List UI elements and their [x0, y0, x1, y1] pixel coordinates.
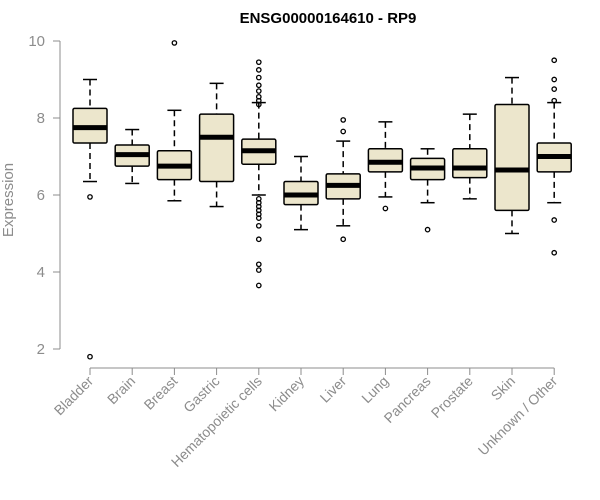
- chart-title: ENSG00000164610 - RP9: [240, 10, 417, 27]
- outlier-point: [551, 57, 558, 64]
- outlier-point: [255, 282, 262, 289]
- x-tick-label: Brain: [104, 373, 138, 407]
- box-prostate: [452, 113, 488, 200]
- outlier-point: [382, 205, 389, 212]
- iqr-box: [198, 113, 235, 183]
- outlier-point: [255, 74, 262, 81]
- x-tick-label: Prostate: [428, 373, 476, 421]
- box-bladder: [72, 78, 108, 360]
- box-kidney: [283, 155, 319, 231]
- box-breast: [156, 40, 193, 202]
- y-tick-label: 2: [37, 341, 45, 358]
- x-tick-label: Skin: [488, 373, 519, 404]
- outlier-point: [255, 261, 262, 268]
- outlier-point: [340, 128, 347, 135]
- y-tick-label: 6: [37, 187, 45, 204]
- iqr-box: [452, 148, 488, 179]
- outlier-point: [551, 249, 558, 256]
- outlier-point: [87, 194, 93, 200]
- box-hematopoietic-cells: [241, 59, 277, 289]
- outlier-point: [171, 40, 178, 46]
- x-tick-label: Lung: [358, 373, 391, 406]
- y-tick-label: 8: [37, 110, 45, 127]
- outlier-point: [551, 217, 558, 223]
- iqr-box: [494, 103, 530, 212]
- outlier-point: [255, 236, 262, 243]
- y-axis-label: Expression: [0, 163, 17, 237]
- outlier-point: [255, 101, 262, 108]
- box-gastric: [198, 82, 235, 208]
- y-tick-label: 10: [28, 33, 45, 50]
- outlier-point: [255, 267, 262, 273]
- box-unknown-other: [536, 57, 572, 256]
- outlier-point: [87, 353, 93, 360]
- outlier-point: [551, 97, 558, 104]
- box-liver: [325, 117, 361, 243]
- x-tick-label: Pancreas: [381, 373, 434, 426]
- boxes: [72, 40, 572, 360]
- outlier-point: [551, 76, 558, 83]
- outlier-point: [255, 59, 262, 66]
- box-skin: [494, 76, 530, 235]
- box-pancreas: [409, 148, 446, 233]
- x-tick-label: Breast: [141, 373, 181, 413]
- outlier-point: [255, 82, 262, 89]
- outlier-point: [255, 215, 262, 221]
- outlier-point: [255, 222, 262, 229]
- box-lung: [367, 121, 404, 212]
- outlier-point: [424, 226, 431, 233]
- outlier-point: [255, 88, 262, 94]
- x-tick-label: Liver: [317, 373, 350, 406]
- x-tick-label: Bladder: [51, 373, 97, 419]
- outlier-point: [340, 236, 347, 243]
- y-tick-label: 4: [37, 264, 45, 281]
- outlier-point: [551, 86, 558, 92]
- x-tick-label: Unknown / Other: [475, 373, 561, 459]
- outlier-point: [340, 117, 347, 123]
- x-tick-label: Kidney: [266, 373, 308, 415]
- box-brain: [114, 128, 150, 185]
- outlier-point: [255, 67, 262, 73]
